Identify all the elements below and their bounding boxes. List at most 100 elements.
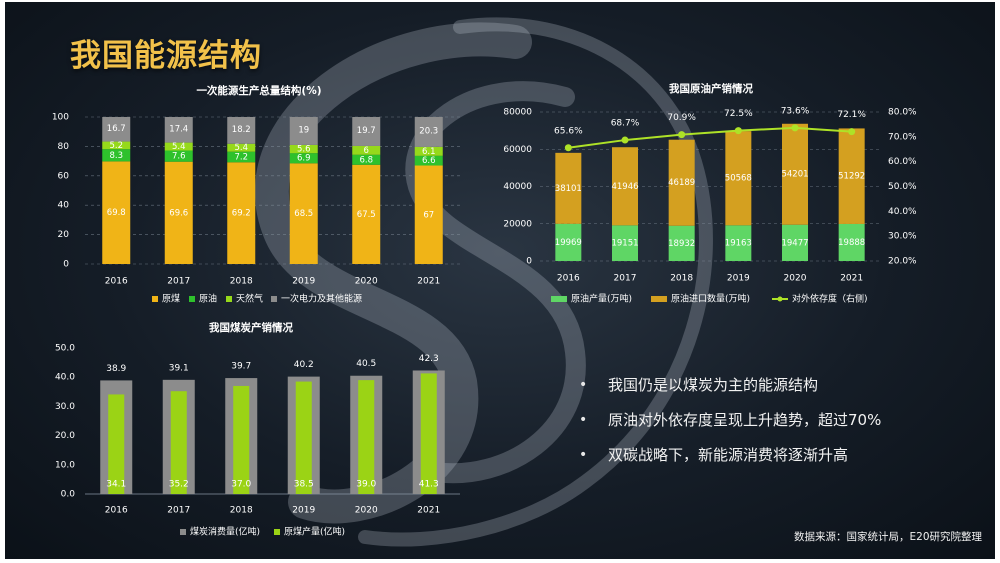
bar-segment xyxy=(164,117,193,143)
bar-segment xyxy=(414,155,443,166)
bar-segment xyxy=(555,223,582,261)
legend-label: 原油 xyxy=(199,293,217,305)
data-label: 54201 xyxy=(781,170,808,180)
legend-swatch xyxy=(271,296,277,302)
y2-tick-label: 80.0% xyxy=(888,108,917,118)
data-label: 40.5 xyxy=(356,359,376,369)
bar-segment xyxy=(289,153,318,164)
y-tick-label: 40 xyxy=(58,201,70,211)
data-label: 51292 xyxy=(838,172,865,182)
y-tick-label: 60000 xyxy=(503,145,532,155)
legend-swatch xyxy=(274,529,280,535)
bar-segment xyxy=(352,164,381,264)
x-tick-label: 2019 xyxy=(292,506,315,516)
data-label: 19 xyxy=(298,125,309,135)
x-tick-label: 2020 xyxy=(355,506,378,516)
legend-swatch xyxy=(651,296,667,302)
data-label: 65.6% xyxy=(554,126,583,136)
legend-swatch xyxy=(180,529,186,535)
data-label: 69.8 xyxy=(107,208,126,218)
bar-segment xyxy=(352,117,381,146)
y2-tick-label: 30.0% xyxy=(888,232,917,242)
data-label: 37.0 xyxy=(231,480,251,490)
dependency-point xyxy=(678,131,686,139)
data-label: 50568 xyxy=(725,174,752,184)
y-tick-label: 40000 xyxy=(503,182,532,192)
bar-segment xyxy=(289,163,318,264)
data-label: 39.7 xyxy=(231,362,251,372)
x-tick-label: 2017 xyxy=(167,506,190,516)
chart-title: 我国煤炭产销情况 xyxy=(209,321,293,334)
bar-segment xyxy=(725,225,752,261)
bar xyxy=(108,394,125,494)
data-label: 19477 xyxy=(781,238,808,248)
data-label: 46189 xyxy=(668,178,695,188)
legend-label: 原煤产量(亿吨) xyxy=(284,526,345,538)
data-label: 70.9% xyxy=(667,113,696,123)
data-label: 73.6% xyxy=(781,106,810,116)
slide: 我国能源结构 一次能源生产总量结构(%) 0 20 40 60 80 100 69.8 8.3 5… xyxy=(5,2,995,559)
data-label: 67.5 xyxy=(357,210,376,220)
legend-label: 一次电力及其他能源 xyxy=(281,293,362,305)
legend-swatch xyxy=(226,296,232,302)
bar-segment xyxy=(838,223,865,261)
data-label: 7.2 xyxy=(234,152,248,162)
data-label: 19151 xyxy=(611,239,638,249)
data-label: 7.6 xyxy=(172,152,186,162)
legend-label: 对外依存度（右侧) xyxy=(792,293,868,305)
y-tick-label: 20.0 xyxy=(55,431,75,441)
bar-segment xyxy=(668,139,695,226)
data-label: 16.7 xyxy=(107,124,126,134)
bar-segment xyxy=(227,151,256,163)
bar xyxy=(420,373,437,494)
data-source-note: 数据来源：国家统计局，E20研究院整理 xyxy=(794,531,982,543)
dependency-line xyxy=(568,126,852,149)
legend-label: 天然气 xyxy=(236,293,263,305)
data-label: 39.1 xyxy=(169,363,189,373)
data-label: 35.2 xyxy=(169,480,189,490)
data-label: 68.7% xyxy=(611,119,640,129)
key-point: 我国仍是以煤炭为主的能源结构 xyxy=(577,374,881,409)
data-label: 18932 xyxy=(668,239,695,249)
x-tick-label: 2018 xyxy=(670,274,693,284)
data-label: 17.4 xyxy=(169,124,188,134)
bar-segment xyxy=(414,165,443,264)
bar-segment xyxy=(414,117,443,147)
y-tick-label: 50.0 xyxy=(55,344,75,354)
data-label: 39.0 xyxy=(356,480,376,490)
dependency-point xyxy=(848,128,856,136)
bar-segment xyxy=(668,225,695,261)
x-tick-label: 2017 xyxy=(614,274,637,284)
bar-segment xyxy=(102,149,131,162)
data-label: 6.8 xyxy=(359,155,373,165)
data-label: 69.6 xyxy=(169,208,188,218)
data-label: 6.6 xyxy=(422,156,436,166)
data-label: 5.6 xyxy=(297,145,311,155)
data-label: 72.1% xyxy=(837,110,866,120)
legend-label: 原油产量(万吨) xyxy=(571,293,632,305)
x-tick-label: 2020 xyxy=(355,277,378,287)
y-tick-label: 20000 xyxy=(503,219,532,229)
legend-marker-swatch xyxy=(777,296,783,302)
legend-label: 原油进口数量(万吨) xyxy=(671,293,750,305)
data-label: 19163 xyxy=(725,239,752,249)
x-tick-label: 2016 xyxy=(557,274,580,284)
legend-swatch xyxy=(189,296,195,302)
y2-tick-label: 20.0% xyxy=(888,257,917,267)
bar-segment xyxy=(227,117,256,144)
x-tick-label: 2020 xyxy=(784,274,807,284)
data-label: 19969 xyxy=(555,238,582,248)
y-tick-label: 40.0 xyxy=(55,373,75,383)
data-label: 38.5 xyxy=(294,480,314,490)
bar-segment xyxy=(838,128,865,224)
bar-segment xyxy=(414,146,443,156)
bar-segment xyxy=(102,141,131,150)
y-tick-label: 100 xyxy=(52,113,69,123)
x-tick-label: 2021 xyxy=(840,274,863,284)
bar-segment xyxy=(227,162,256,264)
bar-segment xyxy=(164,142,193,151)
data-label: 41946 xyxy=(611,182,638,192)
data-label: 68.5 xyxy=(294,209,313,219)
data-label: 6.9 xyxy=(297,154,311,164)
data-label: 41.3 xyxy=(419,480,439,490)
